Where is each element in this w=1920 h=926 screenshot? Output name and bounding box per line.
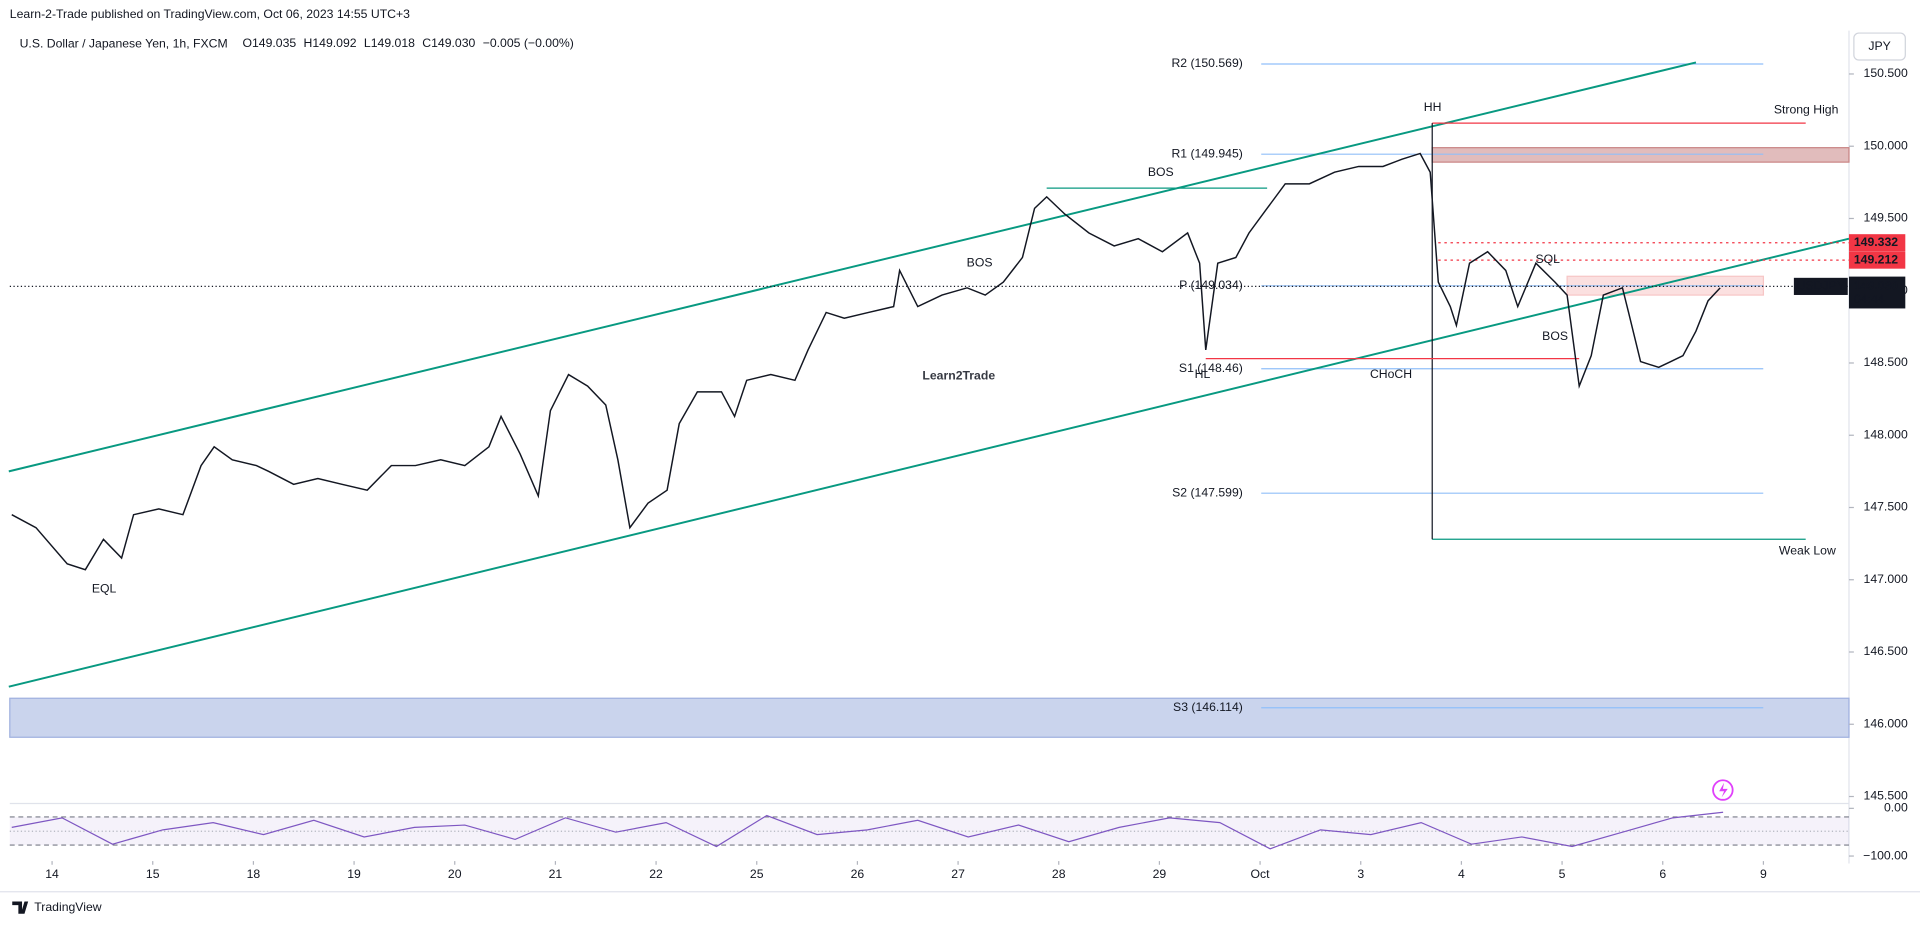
pivot-label: S2 (147.599) bbox=[1172, 485, 1243, 499]
y-tick-label: 149.500 bbox=[1864, 211, 1908, 225]
x-tick-label: 6 bbox=[1659, 867, 1666, 881]
pivot-label: R1 (149.945) bbox=[1171, 146, 1242, 160]
annotation: BOS bbox=[1542, 329, 1568, 343]
footer-logo bbox=[12, 901, 29, 914]
pivot-label: R2 (150.569) bbox=[1171, 56, 1242, 70]
annotation: CHoCH bbox=[1370, 367, 1412, 381]
price-tag-label: 149.212 bbox=[1854, 252, 1898, 266]
y-tick-label: 150.500 bbox=[1864, 66, 1908, 80]
alert-bolt bbox=[1719, 782, 1728, 798]
price-tag-label: 149.332 bbox=[1854, 235, 1898, 249]
y-tick-label: 145.500 bbox=[1864, 789, 1908, 803]
zone bbox=[9, 697, 1850, 738]
ohlc: O149.035 H149.092 L149.018 C149.030 −0.005 (… bbox=[242, 36, 573, 50]
currency-button[interactable] bbox=[1853, 32, 1906, 61]
y-tick-label: 146.000 bbox=[1864, 716, 1908, 730]
x-tick-label: 4 bbox=[1458, 867, 1465, 881]
x-tick-label: 20 bbox=[448, 867, 462, 881]
rsi-tick-label: −100.00 bbox=[1863, 848, 1908, 862]
currency[interactable]: JPY bbox=[1868, 39, 1890, 53]
x-tick-label: 27 bbox=[951, 867, 965, 881]
last-price-label: 149.030 bbox=[1854, 279, 1898, 293]
annotation: Weak Low bbox=[1779, 543, 1836, 557]
rsi-tick-label: 0.00 bbox=[1884, 801, 1908, 815]
drawing-line bbox=[8, 61, 1697, 473]
price-tag bbox=[1848, 251, 1906, 269]
zone bbox=[1431, 147, 1850, 163]
x-tick-label: 19 bbox=[347, 867, 361, 881]
annotation: EQL bbox=[92, 581, 117, 595]
drawing-line bbox=[8, 237, 1850, 688]
annotation: HH bbox=[1424, 100, 1442, 114]
pivot-label: S3 (146.114) bbox=[1173, 700, 1243, 714]
ohlc-part: −0.005 (−0.00%) bbox=[483, 36, 574, 50]
ohlc-part: L149.018 bbox=[364, 36, 415, 50]
x-tick-label: 5 bbox=[1559, 867, 1566, 881]
watermark: Learn2Trade bbox=[922, 368, 995, 382]
x-tick-label: 3 bbox=[1357, 867, 1364, 881]
footer-brand: TradingView bbox=[34, 900, 101, 914]
x-tick-label: Oct bbox=[1251, 867, 1271, 881]
annotation: Strong High bbox=[1774, 102, 1839, 116]
y-tick-label: 147.000 bbox=[1864, 572, 1908, 586]
symbol-tag-label: USDJPY bbox=[1797, 279, 1845, 293]
annotation: BOS bbox=[1148, 165, 1174, 179]
x-tick-label: 29 bbox=[1153, 867, 1167, 881]
x-tick-label: 15 bbox=[146, 867, 160, 881]
x-tick-label: 21 bbox=[549, 867, 563, 881]
last-price-tag bbox=[1848, 276, 1906, 309]
x-tick-label: 25 bbox=[750, 867, 764, 881]
pivot-label: S1 (148.46) bbox=[1179, 361, 1243, 375]
publisher: Learn-2-Trade published on TradingView.c… bbox=[10, 7, 410, 21]
alert-icon[interactable] bbox=[1712, 779, 1734, 801]
symbol-tag bbox=[1793, 277, 1848, 295]
countdown: 04:44 bbox=[1854, 292, 1885, 306]
symbol: U.S. Dollar / Japanese Yen, 1h, FXCM bbox=[20, 36, 228, 50]
x-tick-label: 28 bbox=[1052, 867, 1066, 881]
price-tag bbox=[1848, 234, 1906, 252]
price-line-series bbox=[11, 152, 1721, 571]
x-tick-label: 22 bbox=[649, 867, 663, 881]
annotation: SQL bbox=[1536, 252, 1561, 266]
x-tick-label: 26 bbox=[851, 867, 865, 881]
y-tick-label: 147.500 bbox=[1864, 500, 1908, 514]
y-tick-label: 148.500 bbox=[1864, 355, 1908, 369]
x-tick-label: 9 bbox=[1760, 867, 1767, 881]
rsi-line bbox=[11, 811, 1724, 850]
pivot-label: P (149.034) bbox=[1179, 278, 1243, 292]
ohlc-part: O149.035 bbox=[242, 36, 296, 50]
y-tick-label: 150.000 bbox=[1864, 138, 1908, 152]
annotation: BOS bbox=[967, 256, 993, 270]
x-tick-label: 14 bbox=[45, 867, 59, 881]
ohlc-part: C149.030 bbox=[422, 36, 475, 50]
y-tick-label: 148.000 bbox=[1864, 427, 1908, 441]
x-tick-label: 18 bbox=[247, 867, 261, 881]
annotation: HL bbox=[1195, 367, 1211, 381]
y-tick-label: 146.500 bbox=[1864, 644, 1908, 658]
ohlc-part: H149.092 bbox=[304, 36, 357, 50]
